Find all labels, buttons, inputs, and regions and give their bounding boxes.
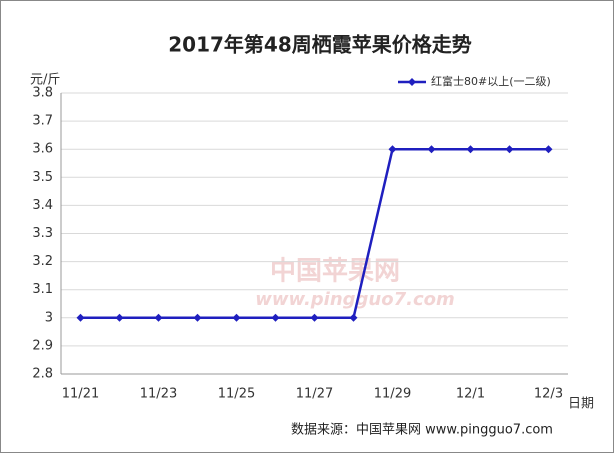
x-axis-label: 日期 bbox=[568, 397, 594, 412]
marker bbox=[115, 313, 124, 322]
marker bbox=[388, 145, 397, 154]
y-tick-label: 3.6 bbox=[32, 142, 53, 157]
y-tick-label: 3.7 bbox=[32, 114, 53, 129]
x-tick-label: 11/21 bbox=[62, 387, 99, 402]
marker bbox=[76, 313, 85, 322]
y-axis-label: 元/斤 bbox=[30, 73, 60, 88]
y-tick-label: 3.5 bbox=[32, 170, 53, 185]
chart-title: 2017年第48周栖霞苹果价格走势 bbox=[168, 33, 472, 57]
marker bbox=[505, 145, 514, 154]
legend-label: 红富士80#以上(一二级) bbox=[431, 74, 551, 88]
y-tick-label: 3.3 bbox=[32, 226, 53, 241]
watermark: 中国苹果网 bbox=[270, 257, 400, 287]
source: 数据来源：中国苹果网 www.pingguo7.com bbox=[291, 423, 553, 438]
marker bbox=[427, 145, 436, 154]
watermark: www.pingguo7.com bbox=[255, 289, 455, 310]
marker bbox=[544, 145, 553, 154]
marker bbox=[232, 313, 241, 322]
legend-marker bbox=[408, 78, 416, 86]
x-tick-label: 11/25 bbox=[218, 387, 255, 402]
marker bbox=[271, 313, 280, 322]
x-tick-label: 11/27 bbox=[296, 387, 333, 402]
marker bbox=[310, 313, 319, 322]
y-tick-label: 3.4 bbox=[32, 198, 53, 213]
y-tick-label: 3 bbox=[45, 310, 53, 325]
x-tick-label: 11/29 bbox=[374, 387, 411, 402]
marker bbox=[349, 313, 358, 322]
y-tick-label: 2.8 bbox=[32, 367, 53, 382]
y-tick-label: 3.8 bbox=[32, 86, 53, 101]
y-tick-label: 2.9 bbox=[32, 338, 53, 353]
x-tick-label: 12/3 bbox=[534, 387, 563, 402]
x-tick-label: 12/1 bbox=[456, 387, 485, 402]
y-tick-label: 3.2 bbox=[32, 254, 53, 269]
marker bbox=[466, 145, 475, 154]
marker bbox=[154, 313, 163, 322]
x-tick-label: 11/23 bbox=[140, 387, 177, 402]
y-tick-label: 3.1 bbox=[32, 282, 53, 297]
marker bbox=[193, 313, 202, 322]
